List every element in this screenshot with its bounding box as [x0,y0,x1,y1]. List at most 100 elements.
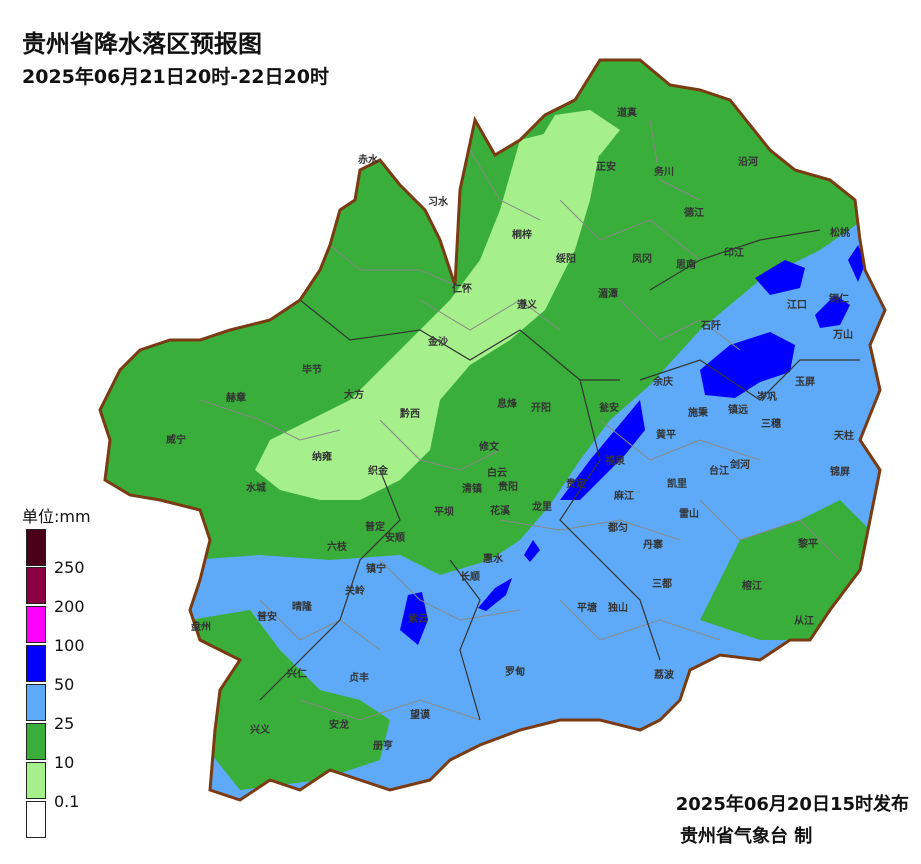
place-label: 福泉 [604,454,626,467]
place-label: 镇宁 [366,562,386,575]
legend-swatch [26,684,46,721]
place-label: 普安 [257,610,277,623]
place-label: 册亨 [373,739,393,752]
place-label: 施秉 [688,406,709,419]
place-label: 都匀 [607,521,628,534]
place-label: 荔波 [653,668,675,681]
place-label: 玉屏 [795,376,815,388]
place-label: 兴义 [250,723,271,736]
place-label: 金沙 [427,335,448,348]
rain-blue-changshun [478,578,512,611]
place-label: 凤冈 [632,253,652,265]
rain-lightgreen-patch-ne [540,110,620,160]
place-label: 锦屏 [830,465,850,478]
legend-label: 25 [54,714,75,733]
place-label: 晴隆 [292,600,313,613]
place-label: 万山 [832,328,853,341]
place-label: 平坝 [434,505,454,518]
place-label: 绥阳 [556,252,576,265]
place-label: 织金 [368,464,389,477]
legend-swatch [26,606,46,643]
rain-blue-ziyun [400,592,428,645]
place-label: 六枝 [327,540,348,553]
place-label: 望谟 [410,708,431,721]
province-boundary [98,58,887,802]
map-title: 贵州省降水落区预报图 [22,30,262,58]
place-label: 关岭 [345,584,365,597]
place-label: 印江 [724,246,744,259]
place-label: 赤水 [358,153,379,166]
place-label: 正安 [596,160,616,173]
legend-swatch [26,762,46,799]
place-label: 余庆 [652,375,673,388]
place-label: 剑河 [729,458,750,471]
legend-label: 250 [54,558,85,577]
place-label: 清镇 [462,482,482,495]
place-label: 紫云 [408,612,428,625]
place-label: 雷山 [679,507,699,520]
place-label: 大方 [344,388,364,401]
place-label: 黔西 [400,407,420,420]
place-label: 毕节 [302,363,322,376]
place-label: 贵定 [566,477,586,490]
legend-swatch [26,567,46,604]
place-label: 安顺 [385,531,405,544]
place-label: 榕江 [742,579,762,592]
legend-label: 10 [54,753,75,772]
rain-green-patch-east [700,500,870,640]
place-label: 黎平 [798,537,818,550]
place-label: 习水 [428,195,449,208]
place-label: 桐梓 [512,228,532,241]
place-label: 仁怀 [452,282,472,295]
place-label: 龙里 [531,500,552,513]
place-label: 白云 [487,466,507,479]
place-label: 从江 [794,614,814,627]
place-label: 普定 [365,520,385,533]
place-label: 安龙 [329,718,349,731]
legend-unit: 单位:mm [22,507,91,526]
place-labels: 道真 赤水 正安 务川 沿河 习水 德江 桐梓 绥阳 凤冈 印江 松桃 思南 仁… [166,106,854,752]
place-label: 江口 [787,298,807,311]
place-label: 兴仁 [287,667,307,680]
issuing-agency: 贵州省气象台 制 [680,826,813,847]
place-label: 息烽 [497,397,518,410]
place-label: 松桃 [830,226,850,239]
place-label: 瓮安 [599,401,619,414]
place-label: 三穗 [761,417,781,430]
place-label: 思南 [676,258,696,271]
city-lines [259,229,860,721]
place-label: 花溪 [490,504,511,517]
place-label: 水城 [245,481,266,494]
publish-time: 2025年06月20日15时发布 [675,794,909,815]
forecast-period: 2025年06月21日20时-22日20时 [22,66,329,88]
place-label: 务川 [654,165,674,178]
place-label: 黄平 [656,428,676,441]
rain-lightgreen-band [255,130,600,500]
legend-swatch [26,723,46,760]
legend-swatch [26,645,46,682]
rain-green-patch-southwest [190,610,390,790]
place-label: 盘州 [191,620,211,633]
place-label: 平塘 [577,601,597,614]
rain-blue-fuquan [560,400,645,500]
rain-blue-shibing [700,332,795,398]
place-label: 天柱 [834,429,854,442]
place-label: 湄潭 [598,287,618,300]
legend-label: 50 [54,675,75,694]
legend-label: 200 [54,597,85,616]
legend-label: 0.1 [54,792,80,811]
county-lines [199,119,841,721]
place-label: 长顺 [460,570,480,583]
place-label: 开阳 [531,402,551,414]
place-label: 威宁 [166,433,186,446]
place-label: 贞丰 [349,671,369,684]
place-label: 罗甸 [505,665,525,678]
place-label: 独山 [608,601,628,614]
place-label: 岑巩 [756,390,777,403]
place-label: 铜仁 [829,292,849,305]
rain-blue-yinjiang [755,260,805,295]
place-label: 贵阳 [498,480,518,493]
place-label: 镇远 [728,403,748,416]
place-label: 台江 [709,464,729,477]
